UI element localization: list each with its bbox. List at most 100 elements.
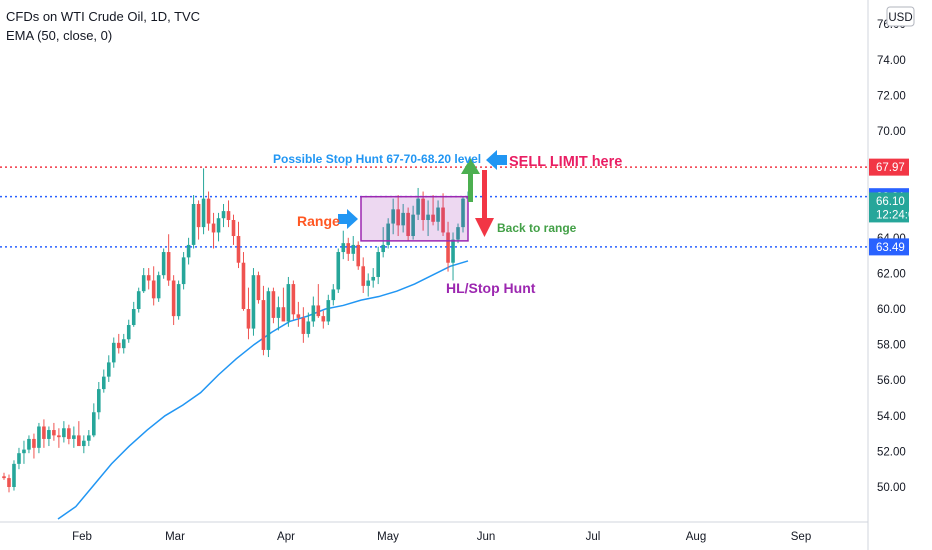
currency-badge[interactable]: USD [886,6,915,27]
candle-body [371,276,376,281]
range-box[interactable] [360,195,469,242]
y-tick-label: 50.00 [877,482,906,494]
price-axis[interactable]: 50.0052.0054.0056.0058.0060.0062.0064.00… [877,19,906,494]
sell-limit-arrow-icon[interactable] [486,150,507,170]
candle-body [2,476,6,479]
candle-body [67,428,71,439]
candle-body [27,438,31,450]
candle-body [146,275,151,281]
candle-body [72,435,76,439]
candle-body [411,214,415,237]
candle-body [311,305,316,322]
x-tick-label: Jun [477,531,496,543]
price-tag: 67.97 [869,158,909,176]
candle-body [22,449,26,454]
candle-body [77,435,81,447]
symbol-title: CFDs on WTI Crude Oil, 1D, TVC [6,9,201,24]
y-tick-label: 58.00 [877,340,906,352]
up-arrow-icon[interactable] [461,158,480,202]
candle-body [116,342,121,349]
candle-body [436,207,440,222]
candle-body [17,453,21,464]
candle-body [151,280,156,299]
candle-body [331,289,336,301]
candle-body [7,478,11,487]
candle-body [171,280,176,317]
candle-body [166,252,171,281]
candle-body [12,463,16,487]
sell-limit-label: SELL LIMIT here [509,154,622,170]
chart-pane[interactable] [0,0,868,522]
candle-body [281,307,286,322]
x-tick-label: May [377,531,399,543]
candle-body [341,243,346,253]
candle-body [241,262,246,309]
candle-body [37,426,41,448]
y-tick-label: 72.00 [877,90,906,102]
y-tick-label: 56.00 [877,375,906,387]
candle-body [286,284,291,322]
candle-body [141,275,146,292]
candle-body [336,252,341,290]
candle-body [376,252,380,277]
candle-body [291,284,296,315]
candle-body [401,212,405,226]
candle-body [96,389,101,413]
candle-body [301,317,306,334]
x-tick-label: Aug [686,531,706,543]
countdown-label: 12:24:06 [876,209,921,221]
candle-body [121,339,126,349]
time-axis[interactable]: Feb Mar Apr May Jun Jul Aug Sep [72,531,811,543]
hl-stop-hunt-label: HL/Stop Hunt [446,280,536,296]
candle-body [131,309,136,326]
currency-label: USD [888,12,912,24]
price-tag: 63.49 [869,238,909,256]
y-tick-label: 62.00 [877,268,906,280]
candle-body [57,435,61,438]
candle-body [306,321,311,334]
candle-body [441,207,445,233]
candle-body [391,209,395,224]
candle-body [196,203,201,228]
candle-body [251,275,256,329]
candle-body [181,257,186,285]
candle-body [106,362,111,377]
candle-body [456,227,460,240]
candle-body [351,244,356,254]
range-arrow-icon[interactable] [338,209,358,229]
candle-body [421,198,425,220]
candle-body [221,211,226,219]
candle-body [186,244,191,258]
candle-body [451,239,455,263]
candle-body [396,209,400,226]
candle-body [156,275,161,299]
candle-body [381,244,385,253]
candle-body [256,275,261,301]
candle-body [92,412,96,436]
candle-body [361,266,366,286]
candle-body [136,291,141,309]
candle-body [236,236,241,263]
x-tick-label: Feb [72,531,92,543]
down-arrow-icon[interactable] [475,170,494,237]
price-tag-value: 63.49 [876,242,905,254]
candle-body [201,198,206,228]
candle-body [226,211,231,220]
candle-body [211,223,216,233]
candle-body [231,220,236,237]
x-tick-label: Jul [586,531,601,543]
candle-body [366,280,371,286]
price-tag-value: 66.10 [876,196,905,208]
candle-body [111,342,116,363]
indicator-title: EMA (50, close, 0) [6,28,113,43]
candle-body [246,309,251,329]
candle-body [426,214,430,220]
candle-body [82,440,86,447]
y-tick-label: 74.00 [877,55,906,67]
y-tick-label: 52.00 [877,446,906,458]
y-tick-label: 54.00 [877,411,906,423]
candle-body [266,291,271,350]
